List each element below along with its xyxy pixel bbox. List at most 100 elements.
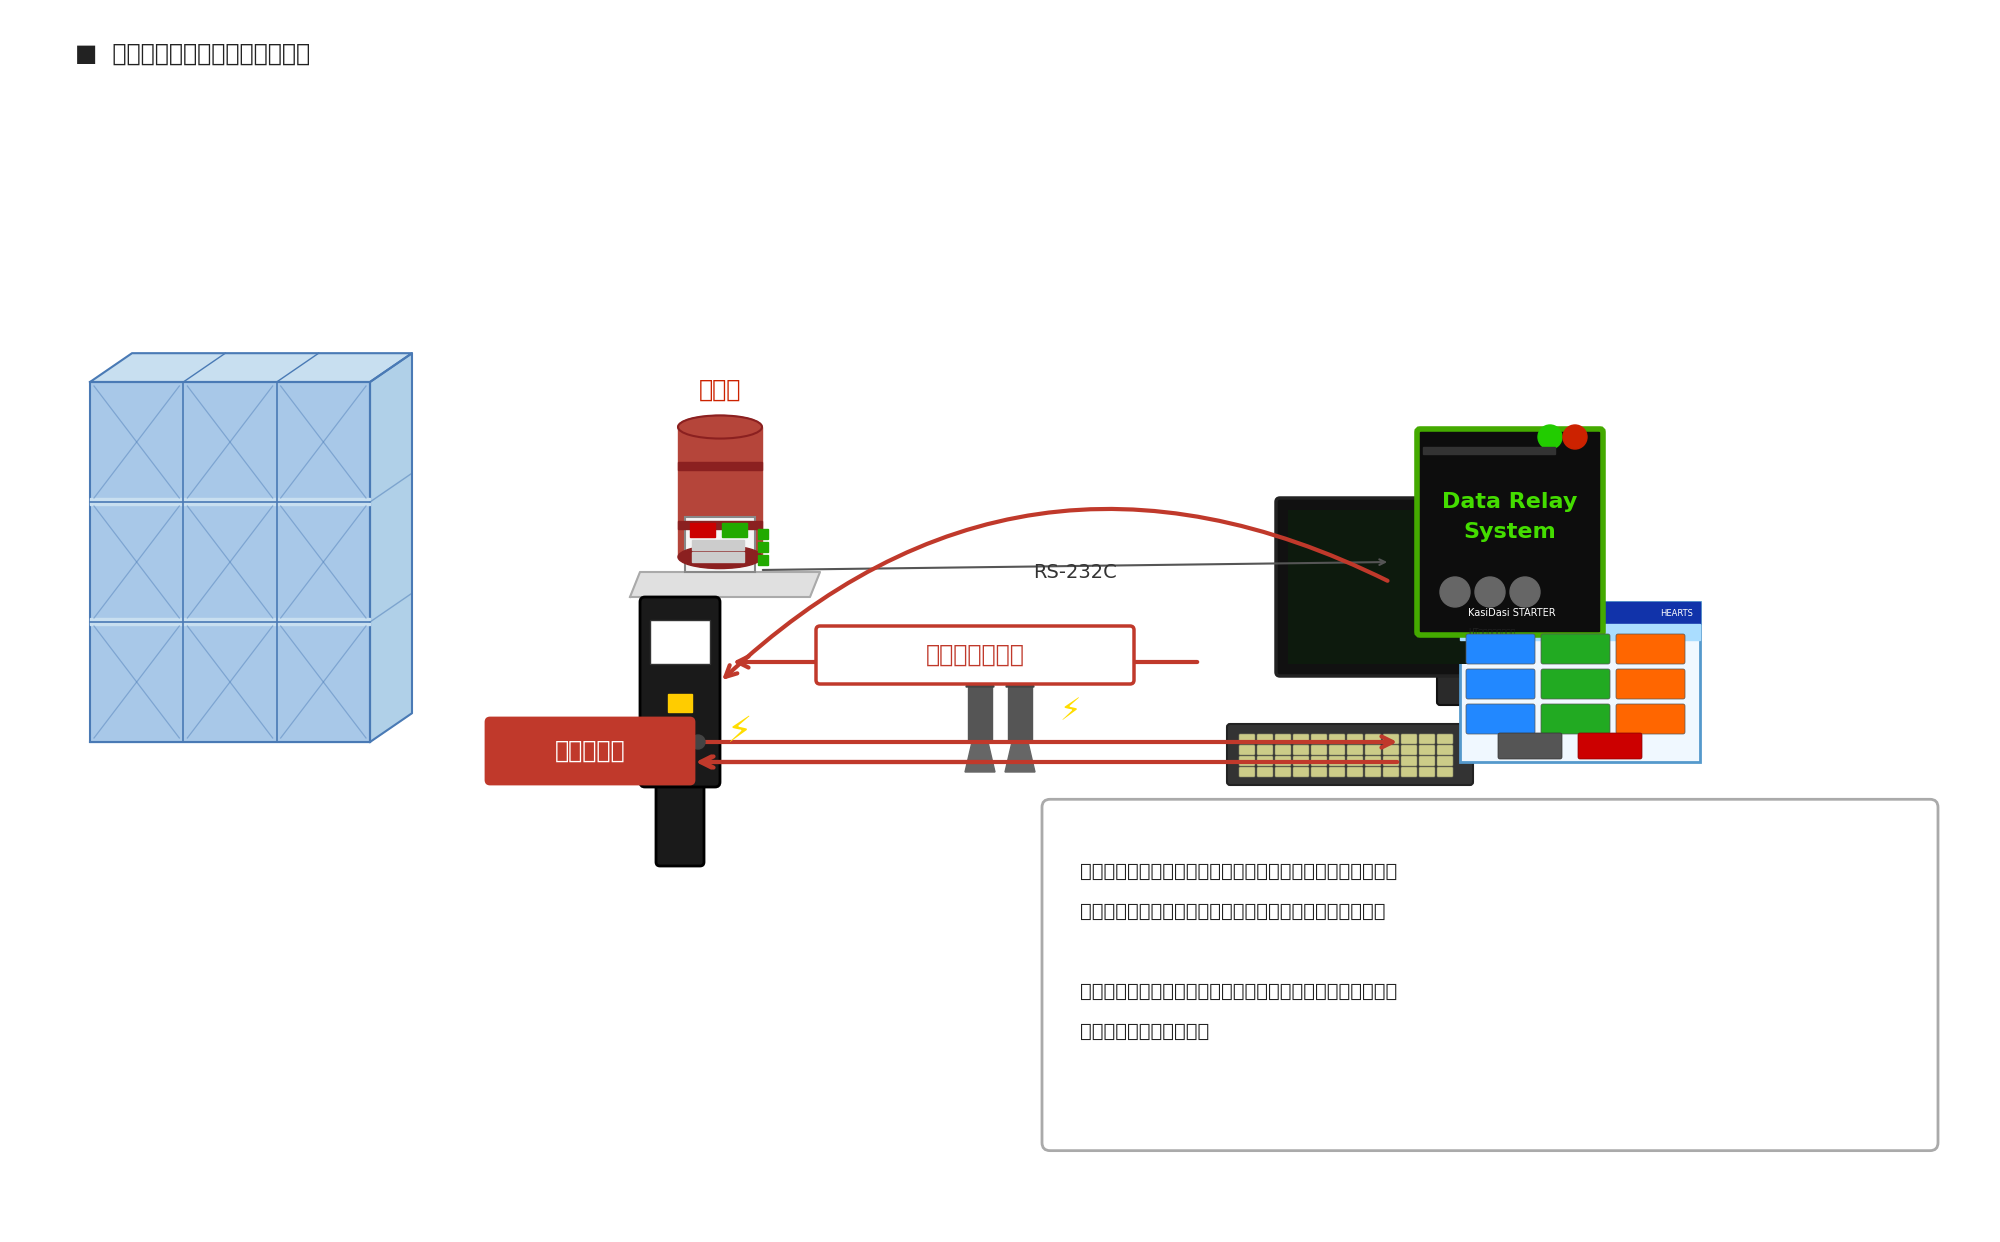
FancyBboxPatch shape [1240,745,1256,755]
Polygon shape [90,619,370,625]
Bar [668,694,692,712]
FancyBboxPatch shape [1276,734,1292,744]
Text: これにより、廃棄処理した資材ごとの重量の履歴を管理する: これにより、廃棄処理した資材ごとの重量の履歴を管理する [1080,982,1398,1001]
FancyBboxPatch shape [1540,633,1610,664]
Bar [690,523,716,537]
FancyBboxPatch shape [1364,756,1380,766]
Polygon shape [964,741,996,773]
Bar [692,551,744,561]
Polygon shape [678,462,762,469]
FancyBboxPatch shape [1384,768,1400,777]
FancyBboxPatch shape [684,517,756,573]
Text: System: System [1464,522,1556,542]
FancyBboxPatch shape [1292,768,1308,777]
FancyBboxPatch shape [640,597,720,787]
FancyBboxPatch shape [1436,756,1452,766]
FancyBboxPatch shape [1240,734,1256,744]
FancyBboxPatch shape [1578,733,1642,759]
FancyBboxPatch shape [1312,756,1328,766]
Text: ことが可能となります。: ことが可能となります。 [1080,1022,1210,1041]
FancyBboxPatch shape [1420,734,1436,744]
Text: ■  重量管理資材の廃棄量管理機能: ■ 重量管理資材の廃棄量管理機能 [76,42,310,66]
FancyBboxPatch shape [1540,704,1610,734]
FancyBboxPatch shape [1436,768,1452,777]
Bar [758,555,768,565]
Polygon shape [678,520,762,529]
FancyBboxPatch shape [1288,510,1472,664]
FancyBboxPatch shape [816,626,1134,684]
FancyBboxPatch shape [1276,756,1292,766]
Circle shape [1440,578,1470,607]
FancyBboxPatch shape [1616,633,1684,664]
Text: HT買出管理システム: HT買出管理システム [1468,627,1516,636]
FancyBboxPatch shape [650,620,710,664]
FancyBboxPatch shape [1328,734,1344,744]
FancyBboxPatch shape [1540,669,1610,699]
FancyBboxPatch shape [1498,733,1562,759]
FancyBboxPatch shape [1258,734,1274,744]
FancyBboxPatch shape [1384,734,1400,744]
Polygon shape [630,573,820,597]
FancyBboxPatch shape [1276,745,1292,755]
FancyBboxPatch shape [1348,756,1364,766]
FancyBboxPatch shape [1364,768,1380,777]
FancyBboxPatch shape [1436,734,1452,744]
Circle shape [1564,425,1588,450]
FancyBboxPatch shape [1258,768,1274,777]
Polygon shape [90,498,370,505]
Circle shape [672,735,688,749]
FancyBboxPatch shape [1240,756,1256,766]
Text: KasiDasi STARTER: KasiDasi STARTER [1468,609,1556,619]
FancyBboxPatch shape [1364,745,1380,755]
Polygon shape [678,427,762,556]
Polygon shape [90,383,370,741]
Bar [758,542,768,551]
FancyBboxPatch shape [1042,800,1938,1150]
Text: HEARTS: HEARTS [1660,609,1692,617]
FancyBboxPatch shape [1292,745,1308,755]
FancyBboxPatch shape [1276,768,1292,777]
Polygon shape [1460,623,1700,640]
Polygon shape [1424,447,1556,455]
Polygon shape [1006,741,1036,773]
Text: ⚡: ⚡ [1060,698,1080,727]
FancyBboxPatch shape [1328,745,1344,755]
FancyBboxPatch shape [1466,704,1536,734]
FancyBboxPatch shape [1292,756,1308,766]
Polygon shape [1008,687,1032,741]
FancyBboxPatch shape [1400,756,1416,766]
Text: Data Relay: Data Relay [1442,492,1578,512]
Polygon shape [968,687,992,741]
Polygon shape [966,672,994,687]
Text: 薬剤＆薬液等の重量管理をする資材の廃棄量を管理します。: 薬剤＆薬液等の重量管理をする資材の廃棄量を管理します。 [1080,862,1398,882]
FancyBboxPatch shape [1312,768,1328,777]
FancyBboxPatch shape [1364,734,1380,744]
FancyBboxPatch shape [1384,756,1400,766]
FancyBboxPatch shape [1400,745,1416,755]
Text: 廃棄する資材の重量を計測し、廃棄データを登録します。: 廃棄する資材の重量を計測し、廃棄データを登録します。 [1080,902,1386,922]
FancyBboxPatch shape [486,718,694,784]
FancyArrowPatch shape [726,509,1388,677]
FancyBboxPatch shape [1466,633,1536,664]
Circle shape [656,735,668,749]
Bar [722,523,748,537]
Polygon shape [370,353,412,741]
FancyBboxPatch shape [1384,745,1400,755]
FancyBboxPatch shape [1258,745,1274,755]
Polygon shape [1460,602,1700,623]
Circle shape [1510,578,1540,607]
FancyBboxPatch shape [1312,734,1328,744]
FancyBboxPatch shape [1348,734,1364,744]
FancyBboxPatch shape [1416,428,1604,635]
Text: ⚡: ⚡ [728,715,752,749]
FancyBboxPatch shape [1616,669,1684,699]
FancyBboxPatch shape [1258,756,1274,766]
FancyBboxPatch shape [1436,519,1504,705]
Polygon shape [1006,672,1034,687]
Text: 廃棄品: 廃棄品 [698,378,742,402]
FancyBboxPatch shape [1276,498,1484,676]
FancyBboxPatch shape [1420,768,1436,777]
Text: 重量データ取得: 重量データ取得 [926,643,1024,667]
FancyBboxPatch shape [1348,768,1364,777]
FancyBboxPatch shape [1420,745,1436,755]
